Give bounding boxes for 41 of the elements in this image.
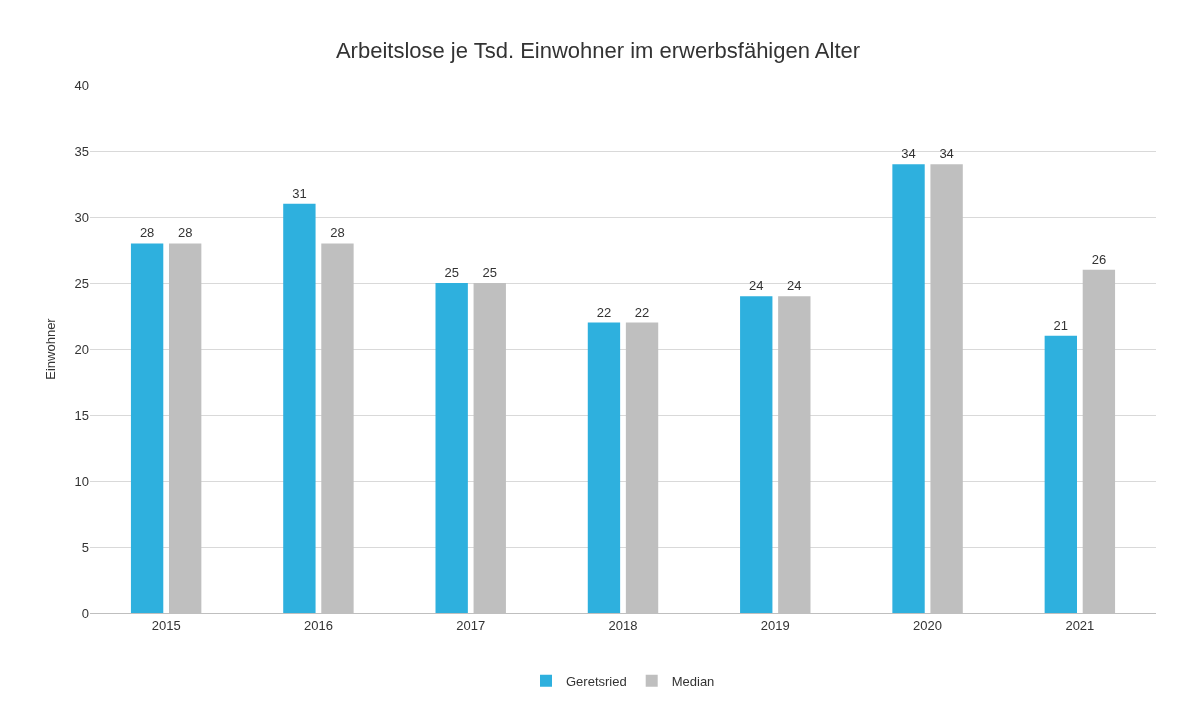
y-axis-title: Einwohner bbox=[43, 317, 59, 380]
y-tick-label: 5 bbox=[81, 539, 89, 555]
y-tick-label: 40 bbox=[74, 77, 89, 93]
data-label: 34 bbox=[939, 146, 954, 162]
y-tick-label: 25 bbox=[74, 275, 89, 291]
y-tick-label: 35 bbox=[74, 143, 89, 159]
data-label: 28 bbox=[330, 225, 345, 241]
bar bbox=[587, 322, 621, 613]
bar bbox=[283, 203, 316, 613]
data-label: 34 bbox=[901, 146, 916, 162]
y-tick-label: 30 bbox=[74, 209, 89, 225]
x-tick-label: 2015 bbox=[151, 617, 181, 633]
data-label: 21 bbox=[1053, 317, 1069, 333]
y-tick-label: 20 bbox=[74, 341, 89, 357]
bar bbox=[130, 243, 164, 613]
x-tick-label: 2016 bbox=[303, 617, 333, 633]
bar bbox=[1044, 335, 1077, 613]
data-label: 28 bbox=[139, 225, 155, 241]
legend-label: Median bbox=[671, 673, 715, 689]
data-label: 24 bbox=[787, 278, 802, 294]
data-label: 24 bbox=[749, 278, 764, 294]
y-tick-label: 10 bbox=[74, 473, 89, 489]
x-tick-label: 2019 bbox=[760, 617, 790, 633]
bar bbox=[892, 164, 925, 613]
data-label: 31 bbox=[292, 185, 307, 201]
x-tick-label: 2017 bbox=[456, 617, 486, 633]
legend-label: Geretsried bbox=[566, 673, 627, 689]
y-tick-label: 0 bbox=[81, 605, 89, 621]
y-tick-label: 15 bbox=[74, 407, 89, 423]
data-label: 22 bbox=[634, 304, 650, 320]
x-tick-label: 2018 bbox=[608, 617, 638, 633]
data-label: 26 bbox=[1091, 251, 1107, 267]
data-label: 22 bbox=[596, 304, 612, 320]
bar bbox=[435, 283, 468, 613]
x-tick-label: 2020 bbox=[913, 617, 943, 633]
data-label: 25 bbox=[444, 265, 459, 280]
data-label: 25 bbox=[482, 265, 497, 280]
bar bbox=[740, 296, 773, 613]
chart-title: Arbeitslose je Tsd. Einwohner im erwerbsfähigen Alter bbox=[335, 37, 861, 63]
x-tick-label: 2021 bbox=[1065, 617, 1095, 633]
data-label: 28 bbox=[177, 225, 193, 241]
